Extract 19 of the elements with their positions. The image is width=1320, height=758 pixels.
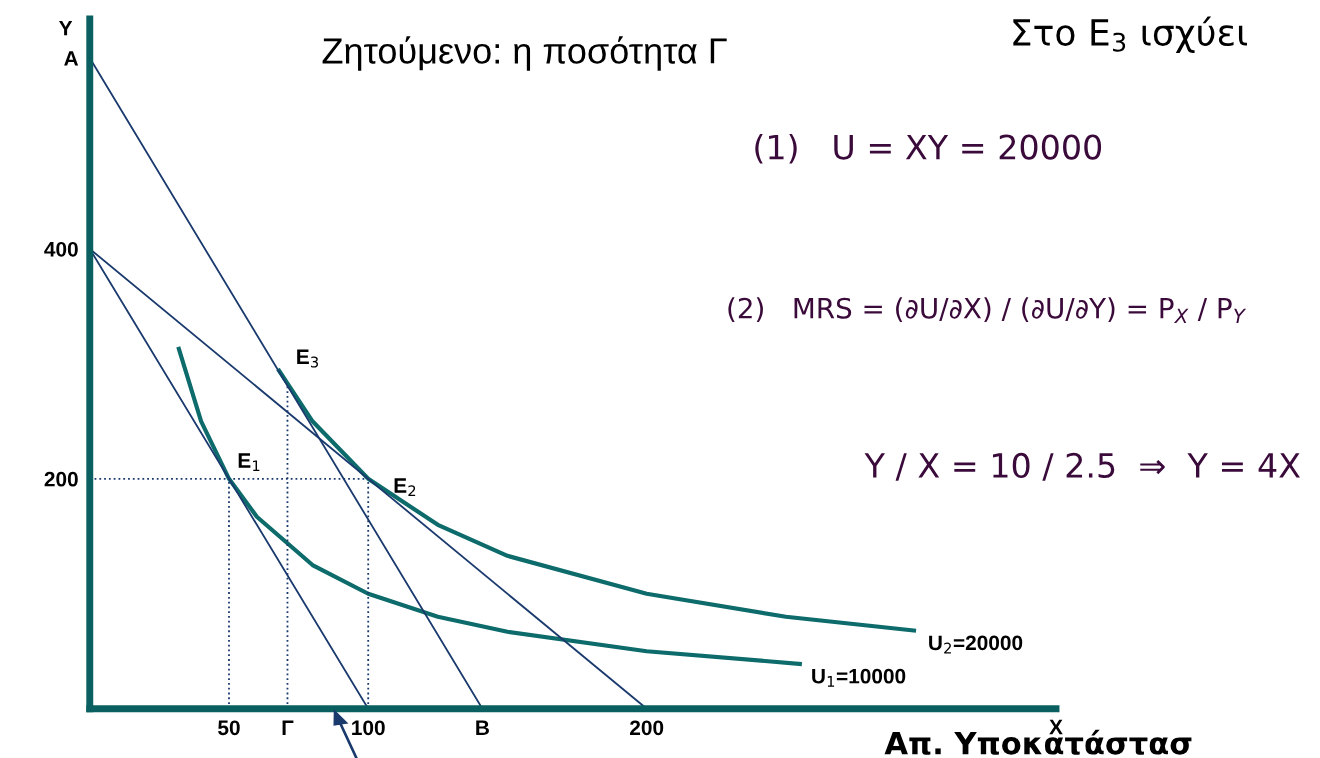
annotation: U$_{2}$=20000 (929, 635, 1023, 654)
y-tick-label: A (64, 51, 79, 66)
annotation: (1) U = XY = 20000 (755, 133, 1102, 164)
annotation: Στο E$_{3}$ ισχύει (1013, 16, 1247, 53)
annotation: Y / X = 10 / 2.5 ⇒ Y = 4X (864, 452, 1300, 481)
y-tick-label: 400 (44, 241, 78, 257)
y-axis-title: Y (59, 20, 73, 36)
chart-title: Ζητούμενο: η ποσότητα Γ (322, 36, 727, 71)
annotation: E$_{3}$ (297, 349, 318, 368)
x-tick-label: 50 (218, 720, 240, 736)
x-tick-label: Γ (282, 720, 294, 735)
x-tick-label: B (476, 720, 489, 735)
annotation: (2) MRS = (∂U/∂X) / (∂U/∂Y) = P$_{X}$ / P$_{Y}$ (728, 297, 1247, 323)
annotation: E$_{1}$ (238, 453, 260, 472)
x-tick-label: 200 (630, 720, 664, 736)
y-tick-label: 200 (44, 471, 78, 487)
annotation: U$_{1}$=10000 (812, 668, 906, 687)
annotation: E$_{2}$ (394, 478, 416, 497)
x-tick-label: 100 (352, 720, 385, 736)
